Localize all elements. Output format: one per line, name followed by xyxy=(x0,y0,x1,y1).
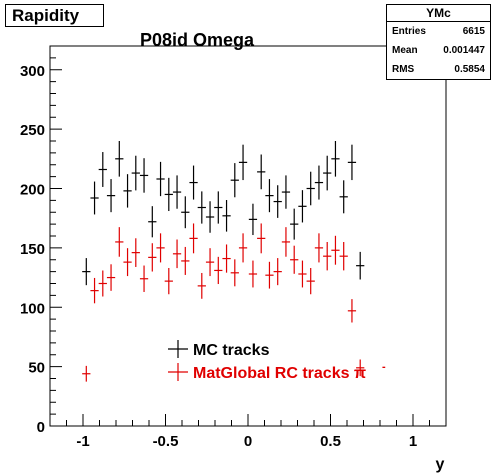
stats-value: 0.001447 xyxy=(443,45,485,56)
stats-value: 6615 xyxy=(462,26,485,37)
y-tick-label: 150 xyxy=(20,241,45,258)
stats-label: RMS xyxy=(392,64,415,75)
stats-row-rms: RMS 0.5854 xyxy=(387,60,490,79)
x-axis-label: y xyxy=(436,456,445,473)
histogram-title-box: Rapidity xyxy=(5,4,104,27)
stats-name: YMc xyxy=(387,5,490,22)
x-tick-label: 1 xyxy=(409,433,417,450)
y-tick-label: 200 xyxy=(20,182,45,199)
stats-row-entries: Entries 6615 xyxy=(387,22,490,41)
stats-label: Mean xyxy=(392,45,418,56)
legend-rc-superscript: - xyxy=(382,361,386,373)
histogram-title: Rapidity xyxy=(12,6,80,25)
legend-rc-label: MatGlobal RC tracks π xyxy=(193,365,366,382)
x-tick-label: -0.5 xyxy=(153,433,179,450)
x-tick-label: -1 xyxy=(76,433,89,450)
plot-title: P08id Omega xyxy=(140,30,255,50)
y-tick-label: 0 xyxy=(37,419,45,436)
x-tick-label: 0.5 xyxy=(320,433,341,450)
y-tick-label: 100 xyxy=(20,300,45,317)
stats-row-mean: Mean 0.001447 xyxy=(387,41,490,60)
y-tick-label: 50 xyxy=(28,360,45,377)
y-tick-label: 300 xyxy=(20,63,45,80)
stats-value: 0.5854 xyxy=(454,64,485,75)
legend-mc-label: MC tracks xyxy=(193,342,270,359)
stats-box: YMc Entries 6615 Mean 0.001447 RMS 0.585… xyxy=(386,4,491,80)
x-tick-label: 0 xyxy=(244,433,252,450)
stats-label: Entries xyxy=(392,26,426,37)
y-tick-label: 250 xyxy=(20,122,45,139)
